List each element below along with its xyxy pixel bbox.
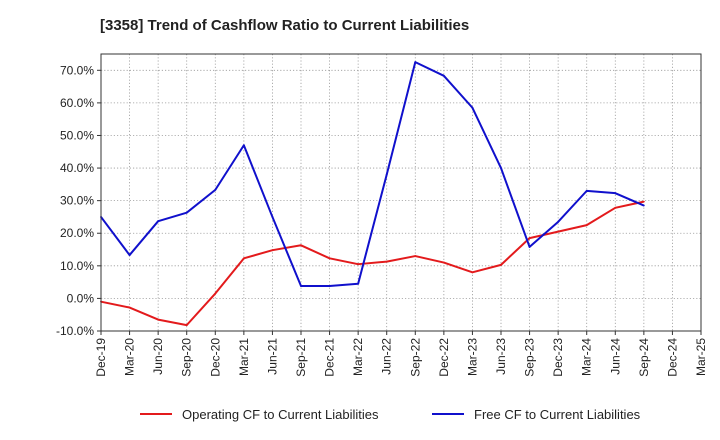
data-point bbox=[385, 260, 388, 263]
data-point bbox=[128, 254, 131, 256]
data-point bbox=[300, 285, 302, 287]
legend-label-1: Operating CF to Current Liabilities bbox=[182, 407, 379, 422]
data-point bbox=[214, 292, 217, 295]
x-tick-label: Mar-21 bbox=[237, 338, 251, 376]
data-point bbox=[185, 324, 188, 327]
y-tick-label: -10.0% bbox=[56, 324, 94, 338]
data-point bbox=[385, 173, 388, 176]
x-tick-label: Dec-22 bbox=[437, 338, 451, 377]
data-point bbox=[585, 224, 588, 226]
data-point bbox=[357, 263, 360, 266]
legend: Operating CF to Current Liabilities Free … bbox=[140, 407, 641, 422]
data-point bbox=[528, 246, 531, 248]
series-line-2 bbox=[100, 61, 645, 288]
x-tick-label: Mar-23 bbox=[465, 338, 479, 376]
data-point bbox=[642, 204, 645, 207]
data-point bbox=[414, 255, 417, 257]
y-tick-label: 50.0% bbox=[60, 128, 94, 142]
x-tick-label: Jun-23 bbox=[494, 338, 508, 375]
data-point bbox=[271, 249, 274, 252]
data-point bbox=[214, 188, 217, 191]
data-point bbox=[614, 192, 617, 195]
x-tick-label: Mar-25 bbox=[694, 338, 708, 376]
x-tick-label: Dec-24 bbox=[665, 338, 679, 377]
data-point bbox=[557, 220, 560, 223]
x-tick-label: Dec-19 bbox=[94, 338, 108, 377]
y-tick-label: 70.0% bbox=[60, 63, 94, 77]
data-point bbox=[528, 237, 531, 240]
y-tick-label: 20.0% bbox=[60, 226, 94, 240]
x-tick-label: Sep-22 bbox=[408, 338, 422, 377]
plot-frame bbox=[100, 53, 702, 332]
data-point bbox=[157, 220, 160, 223]
x-tick-label: Dec-20 bbox=[208, 338, 222, 377]
x-tick-label: Dec-23 bbox=[551, 338, 565, 377]
y-axis: -10.0% 0.0% 10.0% 20.0% 30.0% 40.0% 50.0% 60.0%… bbox=[56, 63, 101, 338]
series-line-1 bbox=[100, 200, 645, 327]
data-point bbox=[185, 211, 188, 214]
data-point bbox=[271, 216, 274, 218]
data-point bbox=[242, 144, 245, 147]
data-point bbox=[328, 285, 331, 287]
data-point bbox=[242, 257, 245, 260]
series-lines bbox=[100, 61, 645, 327]
x-tick-label: Sep-21 bbox=[294, 338, 308, 377]
x-tick-label: Mar-24 bbox=[580, 338, 594, 376]
legend-label-2: Free CF to Current Liabilities bbox=[474, 407, 641, 422]
x-tick-label: Sep-24 bbox=[637, 338, 651, 377]
data-point bbox=[614, 206, 617, 209]
data-point bbox=[471, 106, 474, 109]
x-tick-label: Mar-20 bbox=[123, 338, 137, 376]
x-tick-label: Jun-22 bbox=[380, 338, 394, 375]
data-point bbox=[442, 74, 445, 77]
data-point bbox=[157, 318, 160, 321]
y-tick-label: 30.0% bbox=[60, 194, 94, 208]
data-point bbox=[557, 230, 560, 233]
x-tick-label: Dec-21 bbox=[323, 338, 337, 377]
x-tick-label: Mar-22 bbox=[351, 338, 365, 376]
data-point bbox=[500, 263, 502, 266]
y-tick-label: 60.0% bbox=[60, 96, 94, 110]
x-tick-label: Jun-24 bbox=[608, 338, 622, 375]
data-point bbox=[471, 271, 474, 274]
data-point bbox=[642, 200, 645, 203]
x-tick-label: Jun-20 bbox=[151, 338, 165, 375]
data-point bbox=[300, 244, 302, 247]
x-tick-label: Sep-20 bbox=[180, 338, 194, 377]
y-tick-label: 0.0% bbox=[67, 291, 95, 305]
y-tick-label: 40.0% bbox=[60, 161, 94, 175]
x-tick-label: Jun-21 bbox=[265, 338, 279, 375]
data-point bbox=[500, 167, 502, 169]
data-point bbox=[414, 61, 417, 64]
data-point bbox=[328, 257, 331, 260]
x-tick-label: Sep-23 bbox=[523, 338, 537, 377]
data-point bbox=[128, 306, 131, 309]
chart-title: [3358] Trend of Cashflow Ratio to Curren… bbox=[100, 17, 469, 34]
data-point bbox=[357, 282, 360, 285]
data-point bbox=[585, 189, 588, 192]
x-axis: Dec-19 Mar-20 Jun-20 Sep-20 Dec-20 Mar-21 Jun-… bbox=[94, 331, 708, 377]
data-point bbox=[442, 261, 445, 264]
y-tick-label: 10.0% bbox=[60, 259, 94, 273]
